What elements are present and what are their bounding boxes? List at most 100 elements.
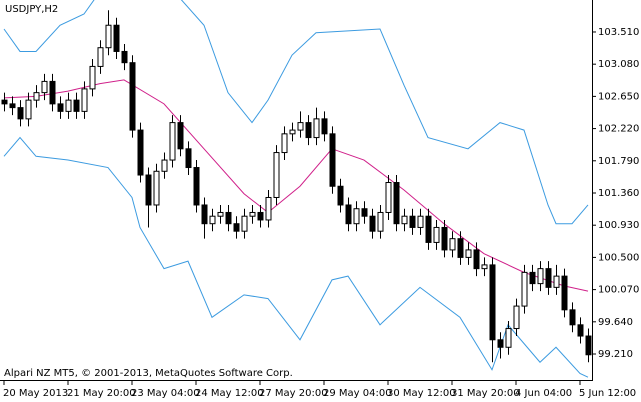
candle-body [329, 133, 336, 187]
x-tick-label: 29 May 04:00 [323, 388, 392, 399]
x-tick-label: 24 May 12:00 [195, 388, 264, 399]
indicator-line [3, 0, 589, 225]
candle-body [481, 264, 488, 270]
y-tick-label: 100.500 [598, 252, 639, 263]
plot-area [1, 0, 592, 378]
candle-body [81, 88, 88, 112]
x-tick-label: 21 May 20:00 [67, 388, 136, 399]
x-tick-label: 31 May 20:00 [451, 388, 520, 399]
candle-body [113, 24, 120, 52]
x-tick-label: 20 May 2013 [3, 388, 68, 399]
candle-body [265, 196, 272, 221]
y-tick-label: 100.070 [598, 285, 639, 296]
candle-body [369, 215, 376, 232]
candle-body [473, 249, 480, 270]
candle-body [521, 271, 528, 307]
candle-body [577, 324, 584, 337]
candle-body [353, 208, 360, 225]
candle-body [409, 215, 416, 228]
candle-body [121, 50, 128, 64]
candle-body [145, 174, 152, 206]
candle-body [73, 99, 80, 112]
candle-body [489, 264, 496, 341]
candle-body [281, 133, 288, 154]
candle-body [129, 62, 136, 131]
candle-body [241, 215, 248, 232]
chart-title: USDJPY,H2 [5, 4, 58, 15]
candle-body [185, 148, 192, 169]
indicator-line [3, 136, 589, 378]
candle-body [313, 118, 320, 139]
candle-body [537, 268, 544, 285]
x-tick-label: 5 Jun 12:00 [579, 388, 636, 399]
y-tick-label: 99.210 [598, 349, 633, 360]
x-tick-label: 4 Jun 04:00 [515, 388, 572, 399]
candle-body [33, 92, 40, 101]
candle-body [153, 170, 160, 206]
candle-body [505, 328, 512, 348]
candle-body [529, 271, 536, 285]
x-tick-label: 30 May 12:00 [387, 388, 456, 399]
candle-body [1, 99, 8, 105]
candle-body [321, 118, 328, 135]
candle-body [249, 211, 256, 217]
x-tick-label: 23 May 04:00 [131, 388, 200, 399]
candle-body [417, 215, 424, 228]
candle-body [305, 122, 312, 139]
candle-body [233, 223, 240, 232]
candle-body [585, 335, 592, 356]
candle-body [193, 167, 200, 206]
candle-body [65, 99, 72, 112]
y-tick-label: 99.640 [598, 317, 633, 328]
candle-body [137, 129, 144, 176]
candle-body [385, 182, 392, 213]
candle-body [209, 215, 216, 225]
y-tick-label: 101.360 [598, 188, 639, 199]
candle-body [201, 204, 208, 225]
candle-body [105, 24, 112, 49]
candle-body [497, 339, 504, 348]
candle-body [273, 152, 280, 198]
candle-body [289, 129, 296, 135]
candle-body [89, 65, 96, 90]
x-tick-label: 27 May 20:00 [259, 388, 328, 399]
candle-body [257, 211, 264, 221]
footer: Alpari NZ MT5, © 2001-2013, MetaQuotes S… [4, 368, 293, 379]
candle-body [225, 211, 232, 225]
candle-body [545, 268, 552, 288]
candle-body [465, 249, 472, 258]
candle-body [177, 122, 184, 150]
candle-body [25, 99, 32, 120]
candle-body [561, 275, 568, 311]
candle-body [449, 238, 456, 251]
candle-body [345, 204, 352, 225]
candle-body [97, 47, 104, 67]
candle-body [41, 80, 48, 94]
candle-body [425, 215, 432, 243]
candle-body [441, 226, 448, 251]
candle-body [457, 238, 464, 258]
y-tick-label: 103.080 [598, 59, 639, 70]
candle-body [401, 215, 408, 225]
candle-body [393, 182, 400, 225]
candle-body [57, 103, 64, 112]
candle-body [433, 226, 440, 243]
candle-body [553, 275, 560, 288]
candle-body [377, 211, 384, 232]
candle-body [297, 122, 304, 131]
candle-body [49, 80, 56, 105]
candle-body [17, 107, 24, 120]
candle-body [513, 305, 520, 330]
candle-body [569, 309, 576, 326]
candle-body [337, 185, 344, 206]
candle-body [361, 208, 368, 217]
y-tick-label: 101.790 [598, 156, 639, 167]
candle-body [161, 159, 168, 172]
y-tick-label: 103.510 [598, 27, 639, 38]
y-tick-label: 100.930 [598, 220, 639, 231]
candle-body [169, 122, 176, 161]
candle-body [217, 211, 224, 217]
y-tick-label: 102.220 [598, 124, 639, 135]
